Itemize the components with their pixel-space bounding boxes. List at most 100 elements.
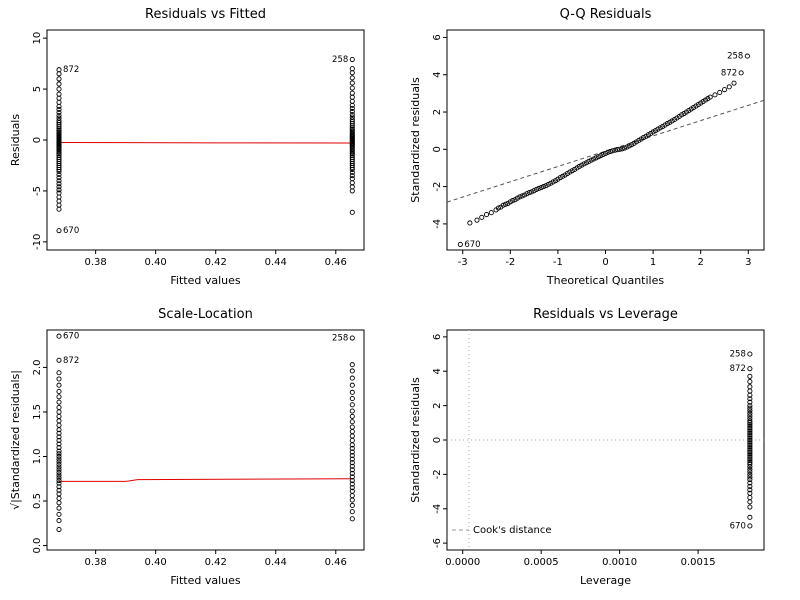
data-point <box>56 422 62 428</box>
data-point <box>610 148 616 154</box>
data-point <box>517 194 523 200</box>
data-point <box>56 187 62 193</box>
y-tick-label: 6 <box>432 34 443 40</box>
data-point <box>56 95 62 101</box>
outlier-point <box>56 228 62 234</box>
data-point <box>56 178 62 184</box>
data-point <box>56 475 62 481</box>
point-label: 670 <box>63 226 79 236</box>
data-point <box>602 150 609 156</box>
data-point <box>747 452 753 459</box>
data-point <box>56 127 62 133</box>
data-point <box>747 396 753 402</box>
data-point <box>536 185 542 192</box>
data-point <box>56 437 62 443</box>
data-point <box>605 149 611 155</box>
data-point <box>600 151 606 158</box>
data-point <box>747 428 753 434</box>
data-point <box>747 490 753 496</box>
x-tick-label: 0.44 <box>265 257 287 268</box>
data-point <box>56 434 62 440</box>
data-point <box>747 439 753 445</box>
plot-title: Residuals vs Leverage <box>533 307 678 322</box>
data-point <box>56 526 62 533</box>
x-axis-label: Theoretical Quantiles <box>546 274 664 287</box>
point-label: 670 <box>63 332 79 342</box>
outlier-point <box>738 70 744 76</box>
data-point <box>56 172 62 178</box>
x-tick-label: 1 <box>650 257 656 268</box>
x-axis: 0.38 0.40 0.42 0.44 0.46 <box>84 250 347 268</box>
data-point <box>349 85 355 91</box>
data-point <box>56 456 62 462</box>
data-point <box>721 87 728 93</box>
data-point <box>747 415 753 422</box>
data-points <box>56 362 355 533</box>
data-point <box>56 467 62 473</box>
point-label: 258 <box>332 55 348 65</box>
plot-box <box>446 329 765 551</box>
data-point <box>349 382 355 388</box>
data-point <box>56 469 62 476</box>
data-point <box>349 413 355 419</box>
point-label: 258 <box>727 52 743 62</box>
data-point <box>56 500 62 506</box>
data-point <box>349 497 355 503</box>
data-point <box>588 157 594 163</box>
data-point <box>349 428 355 435</box>
data-point <box>747 384 753 390</box>
data-point <box>56 399 62 405</box>
data-point <box>349 396 355 402</box>
smooth-line <box>59 478 353 482</box>
data-point <box>483 212 490 218</box>
data-point <box>349 368 355 374</box>
y-tick-label: -4 <box>432 219 443 229</box>
x-tick-label: 0 <box>602 257 608 268</box>
x-tick-label: -3 <box>458 257 468 268</box>
data-point <box>56 376 62 382</box>
data-point <box>591 156 597 162</box>
y-tick-label: 1.0 <box>32 449 43 465</box>
data-point <box>56 511 62 517</box>
x-tick-label: 0.38 <box>84 557 106 568</box>
outlier-point <box>747 523 753 529</box>
data-point <box>56 198 62 204</box>
data-point <box>467 220 473 226</box>
data-point <box>349 493 355 499</box>
data-point <box>747 499 753 505</box>
y-tick-label: -5 <box>32 186 43 196</box>
data-point <box>726 84 732 90</box>
x-tick-label: 0.38 <box>84 257 106 268</box>
data-point <box>349 456 355 462</box>
x-tick-label: 0.0005 <box>524 557 559 568</box>
data-point <box>747 476 753 483</box>
x-tick-label: 0.0015 <box>681 557 716 568</box>
data-point <box>56 495 62 501</box>
data-point <box>349 114 355 120</box>
data-point <box>747 421 753 428</box>
plot-box <box>46 29 365 251</box>
data-point <box>56 106 62 112</box>
data-point <box>617 146 623 152</box>
data-point <box>747 434 753 440</box>
data-point <box>533 186 540 192</box>
data-point <box>747 435 753 441</box>
data-point <box>349 209 355 215</box>
data-point <box>56 184 62 190</box>
data-point <box>595 154 601 160</box>
data-point <box>349 477 355 484</box>
data-point <box>56 76 62 82</box>
plot-box <box>46 329 365 551</box>
data-point <box>545 181 551 187</box>
y-axis-label: Standardized residuals <box>409 77 422 203</box>
data-point <box>619 146 625 152</box>
y-tick-label: 2.0 <box>32 359 43 375</box>
point-label: 872 <box>63 356 79 366</box>
x-tick-label: 0.42 <box>205 257 227 268</box>
data-point <box>479 214 485 220</box>
y-tick-label: -10 <box>32 234 43 250</box>
data-point <box>56 388 62 395</box>
x-tick-label: 2 <box>698 257 704 268</box>
data-point <box>56 103 62 109</box>
data-point <box>747 427 753 433</box>
